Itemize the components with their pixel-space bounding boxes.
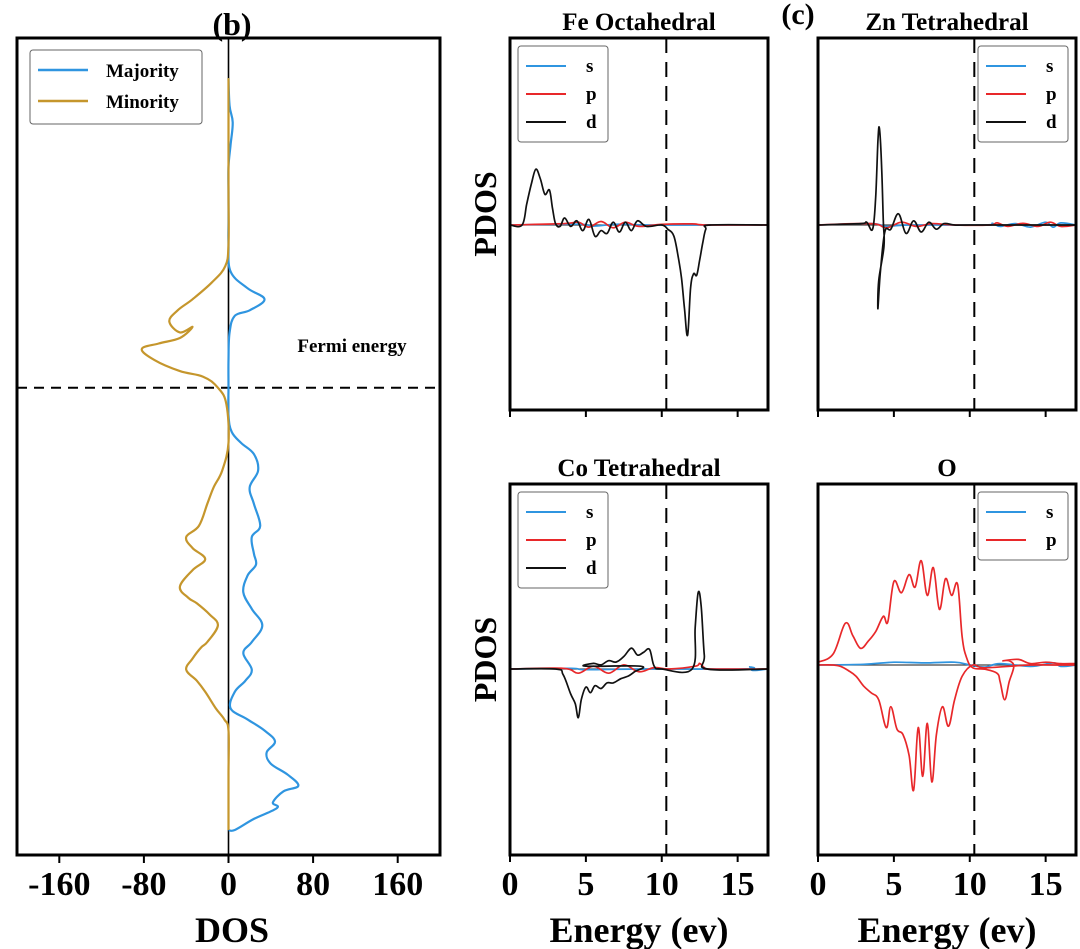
- panel-co: Co Tetrahedral PDOS 0 5 10 15 Energy (ev) spd: [467, 455, 770, 949]
- dos-xtick-label: -160: [28, 866, 90, 903]
- co-legend-label-d: d: [586, 558, 597, 579]
- zn-legend-label-p: p: [1046, 84, 1057, 105]
- dos-xtick-label: -80: [121, 866, 166, 903]
- legend-majority-label: Majority: [106, 61, 179, 82]
- o-legend: sp: [977, 491, 1069, 561]
- zn-series-d: [818, 125, 1076, 310]
- o-axes-frame: [816, 482, 1078, 857]
- fe-y-axis-label: PDOS: [467, 171, 503, 256]
- co-legend-label-p: p: [586, 530, 597, 551]
- co-legend: spd: [517, 491, 609, 589]
- co-series-d: [510, 590, 768, 719]
- zn-title: Zn Tetrahedral: [865, 9, 1028, 36]
- o-legend-label-s: s: [1046, 502, 1053, 523]
- zn-series-s: [818, 221, 1076, 228]
- co-x-axis-label: Energy (ev): [550, 910, 729, 949]
- o-x-axis-label: Energy (ev): [858, 910, 1037, 949]
- co-xtick-label: 5: [577, 866, 594, 903]
- panel-label-b: (b): [212, 6, 251, 42]
- fe-legend-label-s: s: [586, 56, 593, 77]
- panel-o: O 0 5 10 15 Energy (ev) sp: [810, 455, 1078, 949]
- dos-xtick-label: 160: [372, 866, 423, 903]
- fe-plot-area: [510, 38, 768, 410]
- o-series-p: [818, 559, 1076, 792]
- legend-minority-label: Minority: [106, 92, 179, 113]
- o-xtick-label: 0: [810, 866, 827, 903]
- fe-legend: spd: [517, 45, 609, 143]
- dos-legend-box: [29, 49, 203, 125]
- dos-xtick-label: 80: [296, 866, 330, 903]
- dos-xtick-label: 0: [220, 866, 237, 903]
- fe-series-d: [510, 168, 768, 337]
- o-xtick-label: 5: [885, 866, 902, 903]
- panel-zn: Zn Tetrahedral spd: [816, 9, 1078, 417]
- co-y-axis-label: PDOS: [467, 617, 503, 702]
- dos-x-axis-label: DOS: [195, 910, 269, 949]
- co-axes-frame: [508, 482, 770, 857]
- co-xtick-label: 0: [502, 866, 519, 903]
- dos-fermi-label: Fermi energy: [297, 336, 407, 357]
- zn-legend-label-s: s: [1046, 56, 1053, 77]
- dos-series-majority: [227, 78, 300, 832]
- co-xtick-label: 10: [645, 866, 679, 903]
- o-legend-box: [977, 491, 1069, 561]
- zn-legend-label-d: d: [1046, 112, 1057, 133]
- fe-axes-frame: [508, 36, 770, 412]
- co-title: Co Tetrahedral: [557, 455, 720, 482]
- co-legend-label-s: s: [586, 502, 593, 523]
- o-xtick-label: 10: [953, 866, 987, 903]
- o-plot-area: [818, 484, 1076, 855]
- panel-fe: Fe Octahedral PDOS spd: [467, 9, 770, 417]
- zn-legend: spd: [977, 45, 1069, 143]
- fe-title: Fe Octahedral: [562, 9, 715, 36]
- zn-axes-frame: [816, 36, 1078, 412]
- o-xtick-label: 15: [1029, 866, 1063, 903]
- panel-dos: (b) Fermi energy -160 -80 0 80 160 DOS Major…: [15, 6, 442, 949]
- o-legend-label-p: p: [1046, 530, 1057, 551]
- dos-legend: Majority Minority: [29, 49, 203, 125]
- panel-label-c: (c): [781, 0, 814, 31]
- zn-plot-area: [818, 38, 1076, 410]
- o-title: O: [937, 455, 956, 482]
- co-plot-area: [510, 484, 768, 855]
- fe-legend-label-d: d: [586, 112, 597, 133]
- co-xtick-label: 15: [721, 866, 755, 903]
- dos-series-minority: [140, 78, 230, 830]
- fe-legend-label-p: p: [586, 84, 597, 105]
